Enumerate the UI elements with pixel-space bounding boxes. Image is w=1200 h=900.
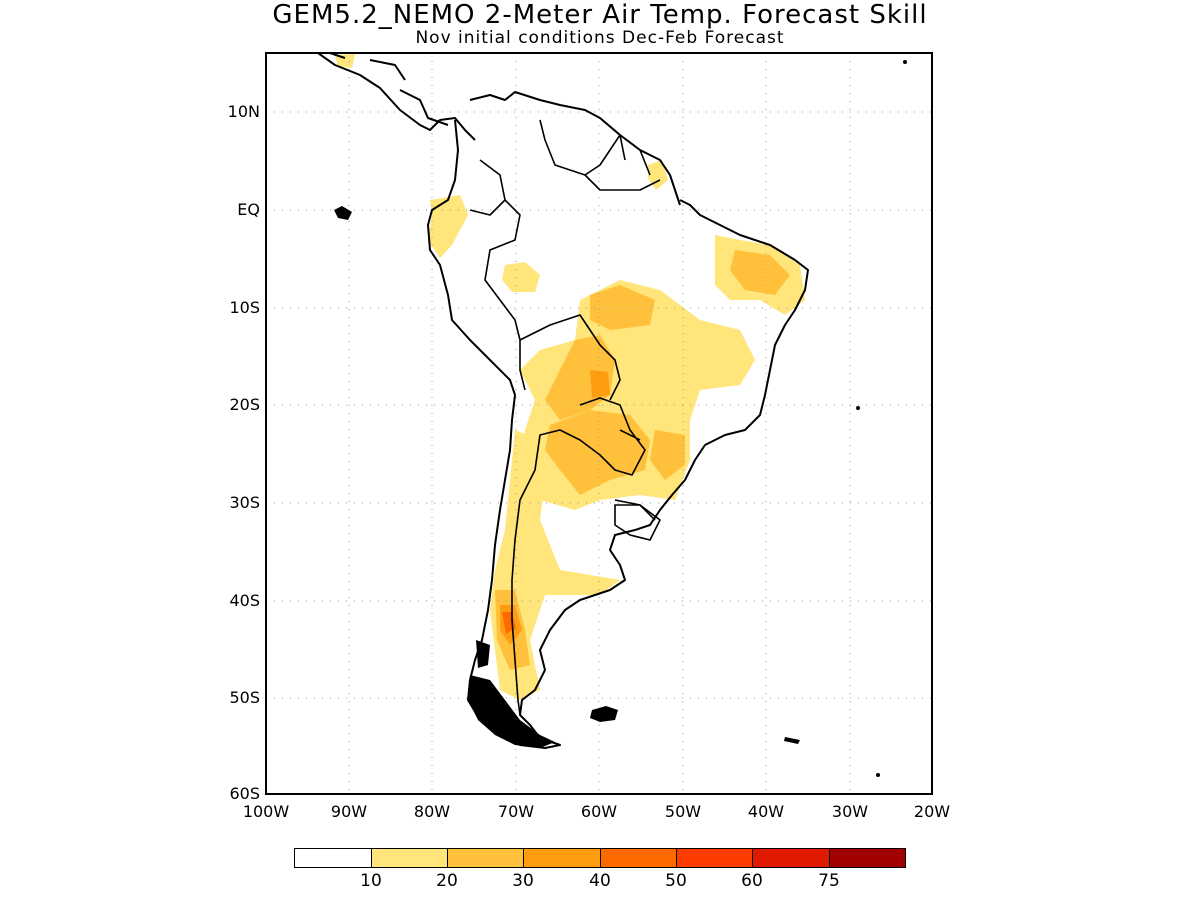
coastlines (317, 53, 809, 749)
colorbar-label-60: 60 (741, 871, 763, 891)
lon-label-60w: 60W (580, 802, 618, 821)
colorbar-label-30: 30 (512, 871, 534, 891)
colorbar-label-40: 40 (589, 871, 611, 891)
lon-label-50w: 50W (664, 802, 702, 821)
colorbar-label-75: 75 (818, 871, 840, 891)
skill-region-ne-brazil-core (730, 250, 790, 295)
colorbar-swatch-7 (829, 848, 906, 868)
lat-label-20s: 20S (229, 395, 260, 414)
colorbar-label-50: 50 (665, 871, 687, 891)
skill-region-mexico (335, 54, 355, 68)
lat-label-30s: 30S (229, 493, 260, 512)
skill-region-venezuela (648, 160, 668, 190)
lat-label-50s: 50S (229, 688, 260, 707)
skill-region-mato-grosso (590, 285, 655, 330)
colorbar-swatch-2 (447, 848, 524, 868)
lon-label-30w: 30W (831, 802, 869, 821)
lat-label-10s: 10S (229, 298, 260, 317)
lon-label-90w: 90W (330, 802, 368, 821)
lon-label-20w: 20W (913, 802, 951, 821)
skill-region-bolivia-core (590, 370, 610, 398)
lat-label-eq: EQ (237, 200, 260, 219)
trindade-island (903, 60, 907, 64)
skill-region-ecuador (428, 195, 468, 258)
colorbar-swatch-3 (523, 848, 601, 868)
map-subtitle: Nov initial conditions Dec-Feb Forecast (415, 28, 785, 48)
lat-label-60s: 60S (229, 784, 260, 803)
map-title: GEM5.2_NEMO 2-Meter Air Temp. Forecast S… (272, 0, 928, 30)
skill-region-amazon (502, 262, 540, 292)
colorbar-swatch-6 (752, 848, 830, 868)
colorbar-label-10: 10 (360, 871, 382, 891)
galapagos-islands (334, 206, 352, 220)
islands (334, 60, 907, 777)
colorbar-swatch-0 (294, 848, 372, 868)
lon-label-70w: 70W (497, 802, 535, 821)
uruguay-border (614, 504, 661, 541)
south-america-coast (427, 119, 809, 749)
colorbar-swatch-5 (676, 848, 753, 868)
lon-label-100w: 100W (242, 802, 290, 821)
lon-label-40w: 40W (747, 802, 785, 821)
skill-region-se-brazil (650, 430, 685, 480)
lat-label-10n: 10N (227, 102, 260, 121)
map-frame (265, 52, 933, 795)
fernando-de-noronha (856, 406, 860, 410)
caribbean-north-coast (469, 91, 681, 206)
colorbar-label-20: 20 (436, 871, 458, 891)
colorbar-swatch-4 (600, 848, 677, 868)
south-georgia (784, 737, 800, 744)
falkland-islands (590, 706, 618, 722)
lat-label-40s: 40S (229, 591, 260, 610)
south-sandwich-islands (876, 773, 880, 777)
chilean-fjords-fill (476, 640, 490, 668)
lon-label-80w: 80W (413, 802, 451, 821)
central-america-coast (317, 53, 476, 141)
colorbar-swatch-1 (371, 848, 448, 868)
tierra-del-fuego-fill (468, 675, 555, 748)
